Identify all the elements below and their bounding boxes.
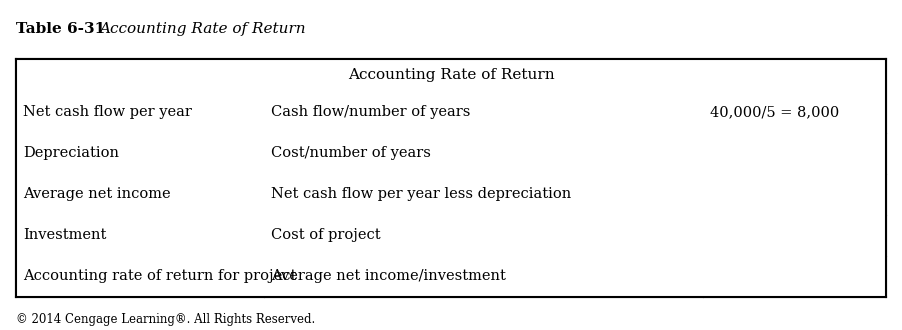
Text: Depreciation: Depreciation	[23, 146, 119, 160]
Text: © 2014 Cengage Learning®. All Rights Reserved.: © 2014 Cengage Learning®. All Rights Res…	[16, 314, 316, 326]
Text: Average net income/investment: Average net income/investment	[272, 270, 506, 283]
Text: Net cash flow per year less depreciation: Net cash flow per year less depreciation	[272, 187, 572, 201]
Text: Accounting Rate of Return: Accounting Rate of Return	[99, 22, 306, 36]
Text: Cost of project: Cost of project	[272, 228, 381, 242]
Text: Table 6-31: Table 6-31	[16, 22, 121, 36]
Text: 40,000/5 = 8,000: 40,000/5 = 8,000	[711, 105, 840, 119]
Text: Average net income: Average net income	[23, 187, 171, 201]
Text: Accounting rate of return for project: Accounting rate of return for project	[23, 270, 297, 283]
Text: Cash flow/number of years: Cash flow/number of years	[272, 105, 471, 119]
Text: Cost/number of years: Cost/number of years	[272, 146, 431, 160]
Text: Accounting Rate of Return: Accounting Rate of Return	[347, 68, 555, 82]
Text: Investment: Investment	[23, 228, 106, 242]
Text: Net cash flow per year: Net cash flow per year	[23, 105, 192, 119]
